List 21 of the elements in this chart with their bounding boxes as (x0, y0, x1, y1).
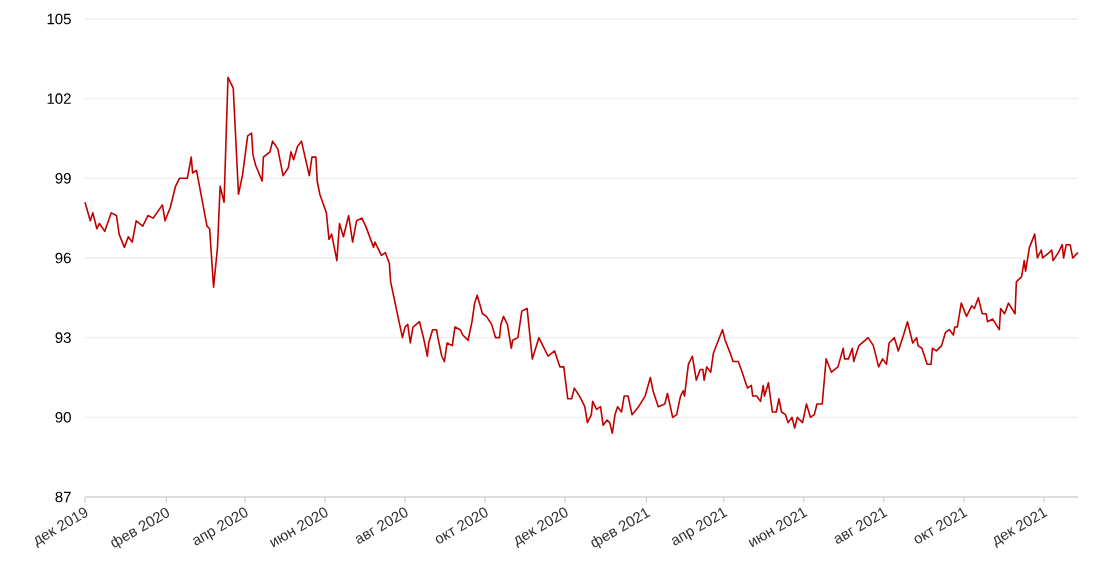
y-tick-label: 93 (55, 332, 71, 343)
x-tick-label: окт 2020 (435, 507, 488, 544)
x-tick-label: авг 2021 (834, 507, 888, 544)
x-tick-label: авг 2020 (355, 507, 408, 544)
x-tick-label: фев 2021 (591, 508, 651, 549)
x-tick-label: дек 2020 (514, 507, 568, 549)
y-tick-label: 96 (55, 252, 71, 264)
x-tick-label: апр 2021 (671, 507, 728, 546)
x-tick-label: июн 2020 (269, 507, 328, 548)
x-tick-label: дек 2021 (993, 507, 1048, 549)
line-series (84, 76, 1079, 435)
y-tick-label: 105 (47, 13, 71, 25)
x-tick-label: окт 2021 (914, 507, 968, 544)
y-tick-label: 90 (55, 412, 71, 423)
x-tick-label: июн 2021 (748, 507, 808, 548)
x-tick-label: апр 2020 (193, 507, 248, 546)
x-tick-label: фев 2020 (111, 507, 170, 549)
y-tick-label: 87 (55, 491, 71, 503)
x-tick-label: дек 2019 (34, 507, 88, 549)
y-tick-label: 102 (47, 93, 71, 104)
y-tick-label: 99 (55, 173, 71, 184)
